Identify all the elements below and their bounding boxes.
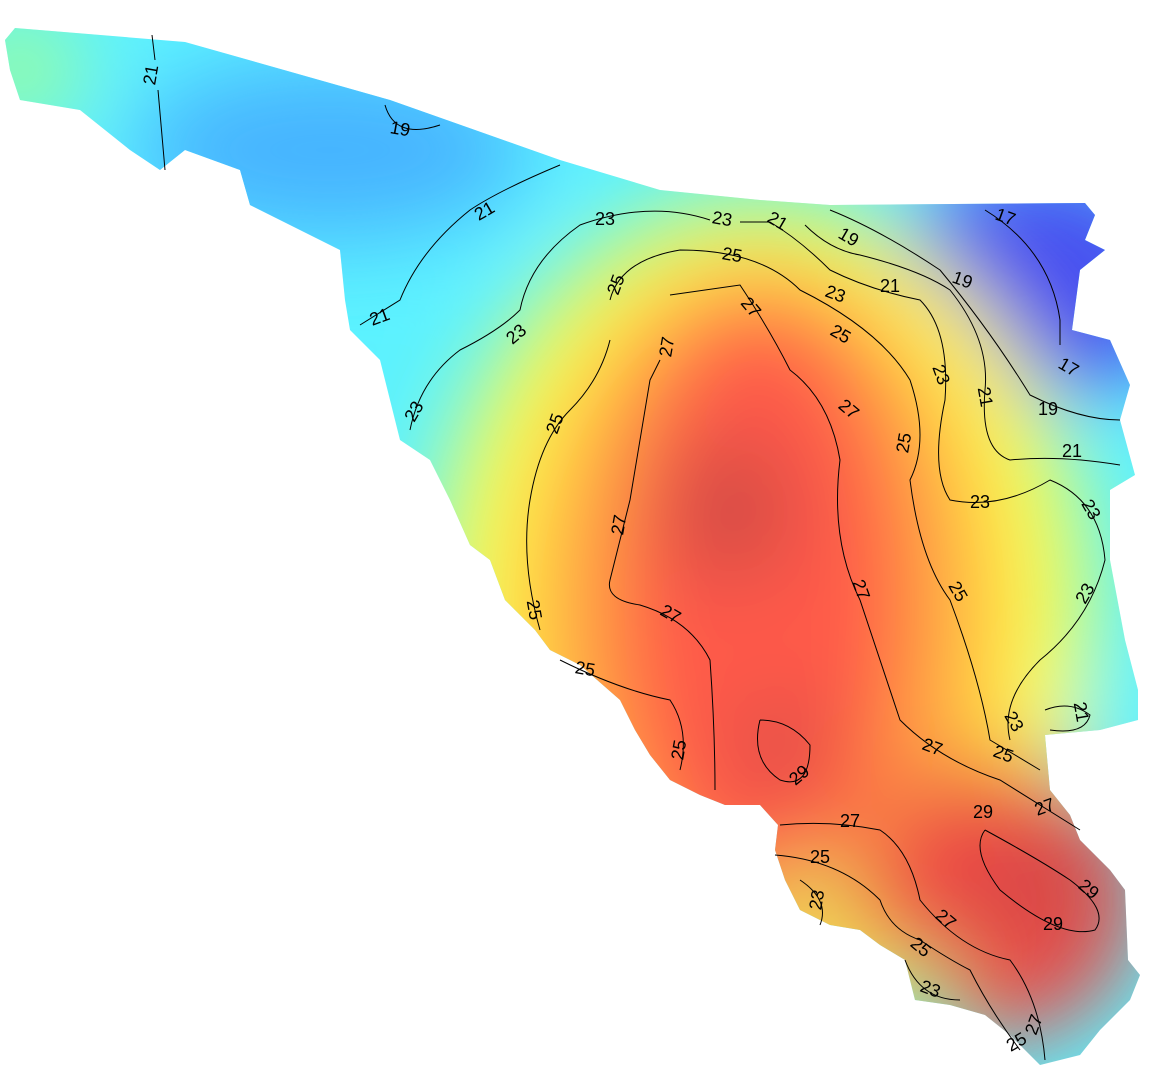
contour-line xyxy=(829,209,1121,421)
contour-label: 21 xyxy=(974,385,997,408)
contour-label: 27 xyxy=(840,811,860,831)
contour-line xyxy=(151,34,166,171)
contour-line xyxy=(359,164,561,326)
contour-label: 25 xyxy=(574,657,597,680)
contour-label: 25 xyxy=(892,431,915,454)
contour-label: 21 xyxy=(1070,700,1093,723)
contour-label: 23 xyxy=(711,207,734,230)
contour-label: 19 xyxy=(389,117,412,140)
contour-label: 23 xyxy=(805,888,828,911)
contour-line xyxy=(608,284,1081,831)
contour-line xyxy=(757,719,811,783)
contour-line xyxy=(804,224,1121,466)
contour-line xyxy=(984,209,1061,345)
contour-line xyxy=(774,854,1021,1051)
contour-label: 23 xyxy=(970,492,990,512)
contour-line xyxy=(979,829,1100,933)
contour-label: 23 xyxy=(595,209,615,229)
contour-line xyxy=(1044,705,1091,732)
contour-line xyxy=(559,659,684,771)
contour-label: 21 xyxy=(1062,441,1082,461)
contour-label: 25 xyxy=(810,847,830,867)
contour-label: 25 xyxy=(721,243,744,266)
contour-label: 19 xyxy=(1038,399,1058,419)
contour-label: 21 xyxy=(880,276,900,296)
contour-line xyxy=(384,104,441,130)
contour-label: 25 xyxy=(667,738,690,761)
contour-label: 27 xyxy=(607,513,630,536)
contour-line xyxy=(409,210,1106,741)
contour-label: 29 xyxy=(1043,914,1063,934)
contour-line xyxy=(526,249,1041,771)
contour-line xyxy=(799,879,961,1001)
contour-label: 27 xyxy=(655,335,678,358)
contour-lines xyxy=(151,34,1121,1061)
contour-label: 29 xyxy=(973,802,993,822)
contour-label: 21 xyxy=(139,63,162,86)
contour-line xyxy=(779,822,1046,1061)
contour-label: 25 xyxy=(523,598,546,621)
